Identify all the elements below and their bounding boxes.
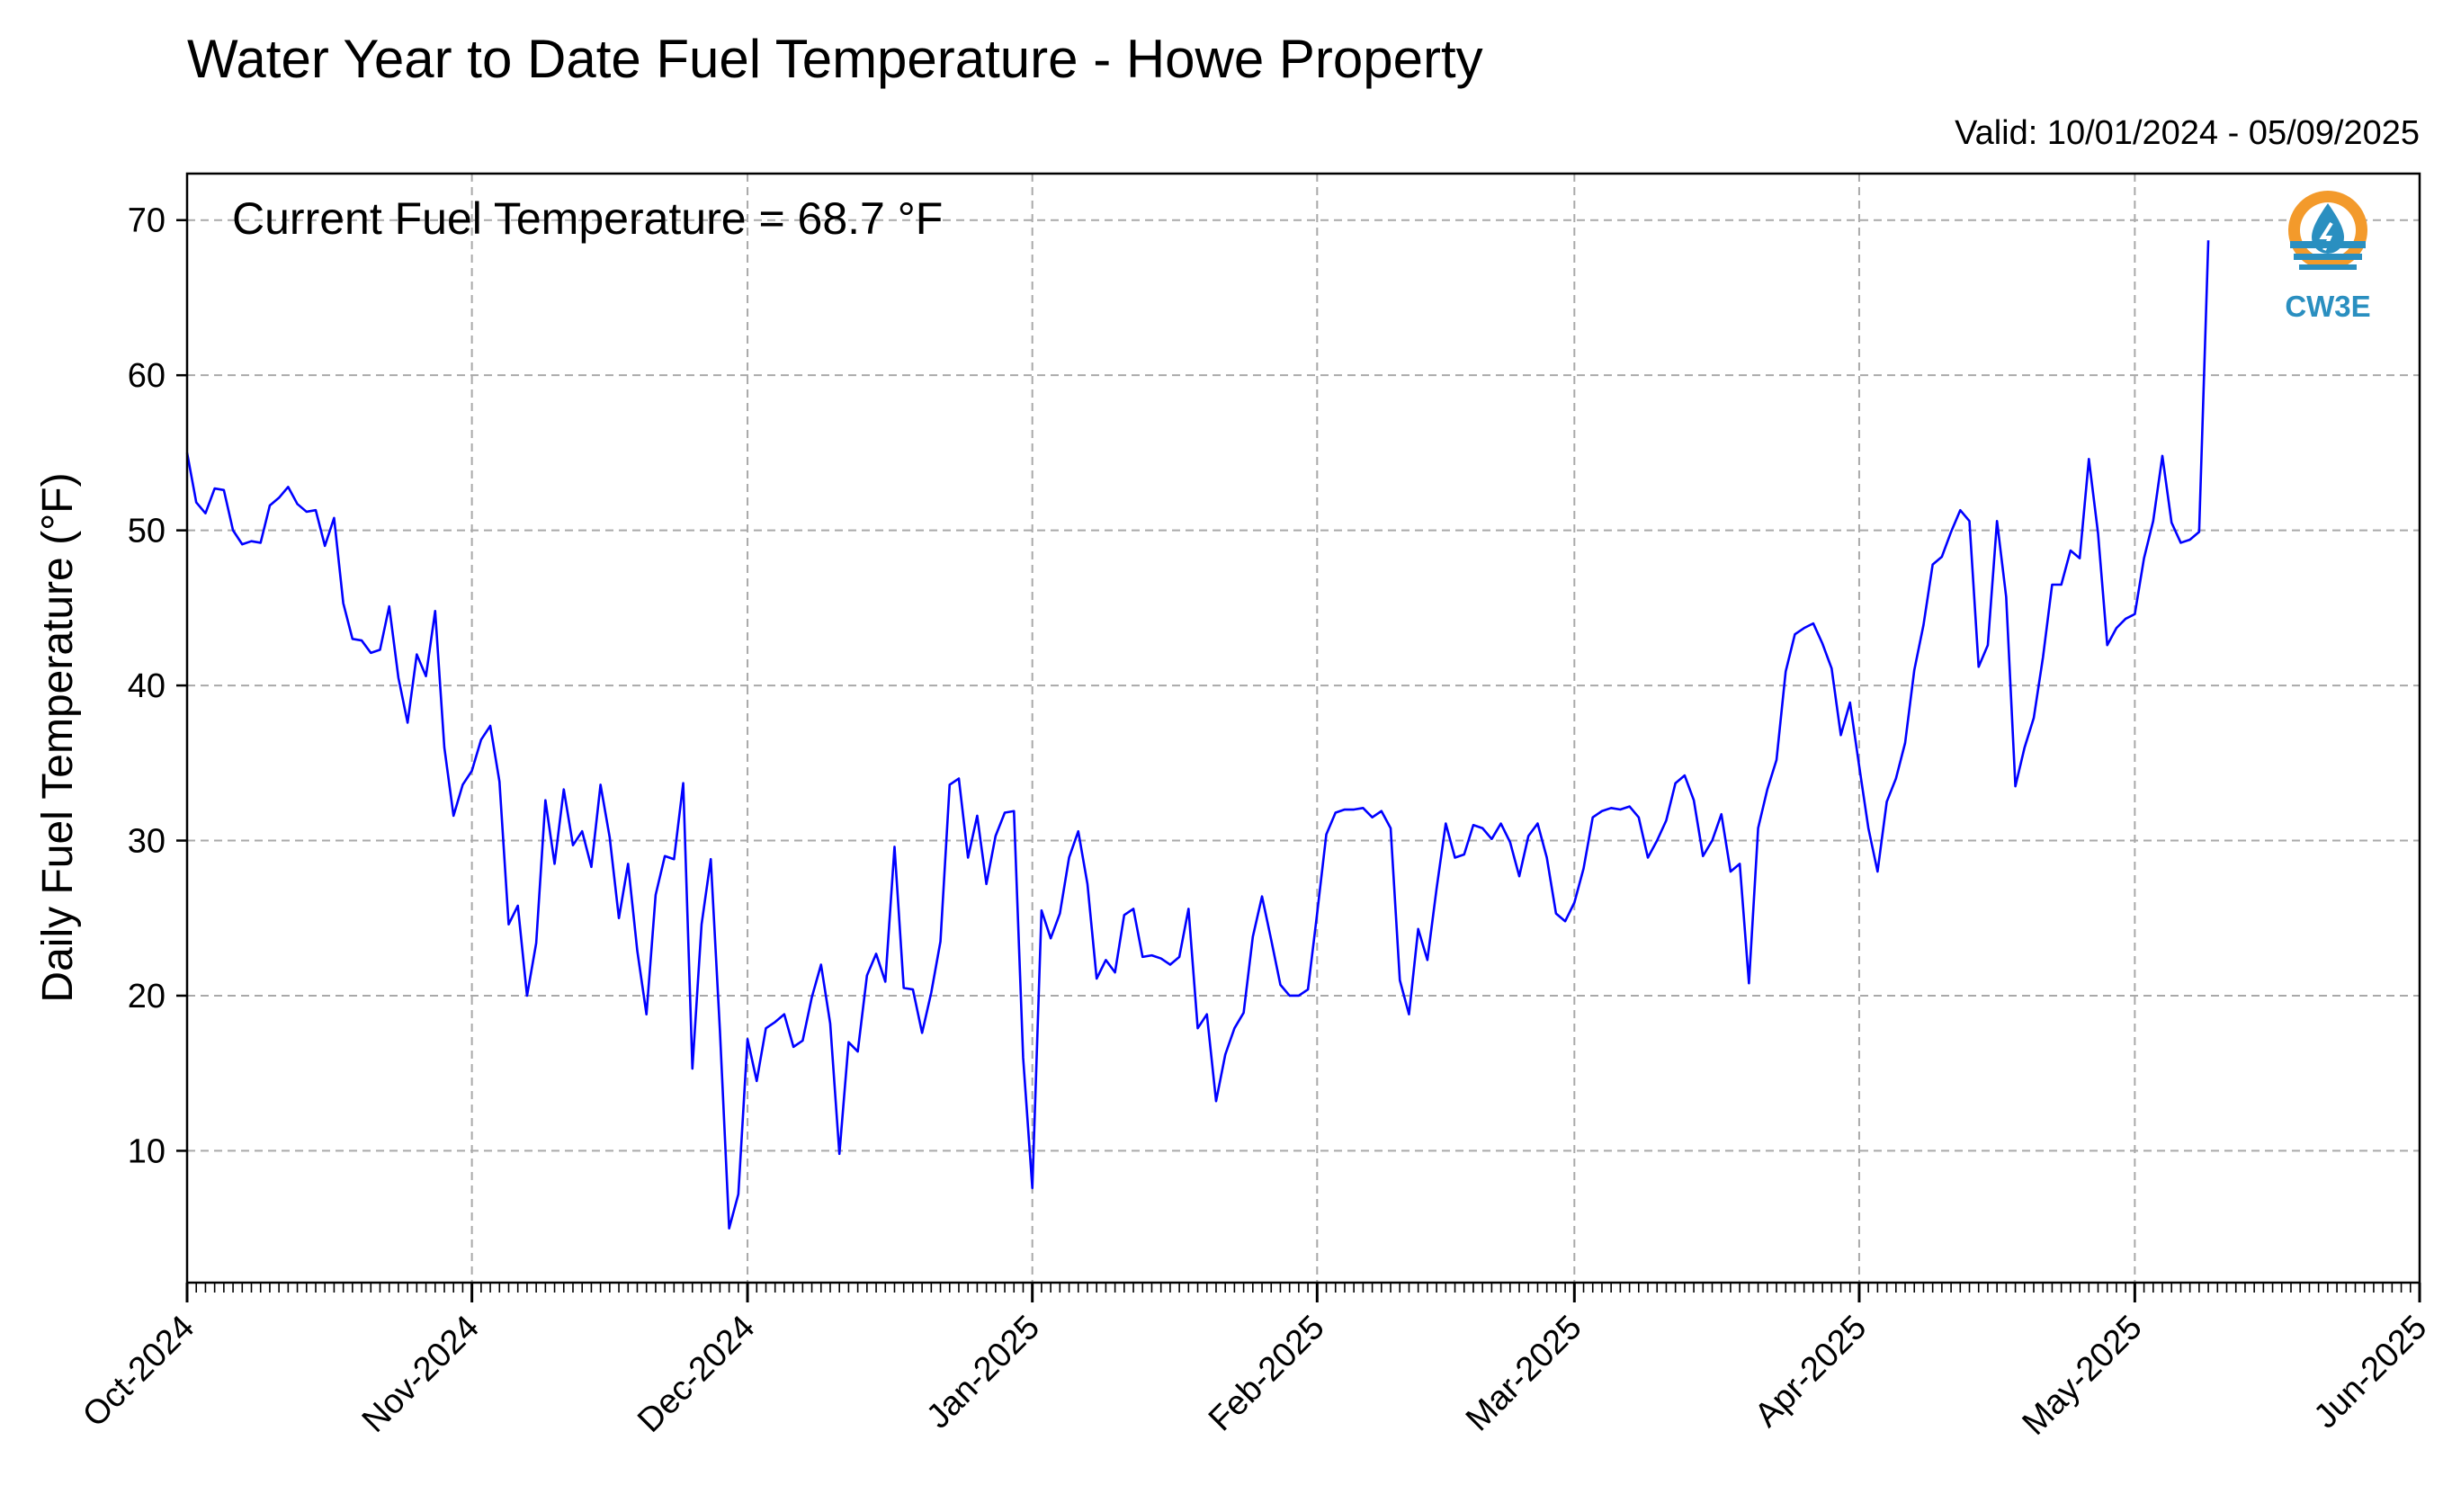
grid <box>187 174 2420 1283</box>
y-tick-label: 30 <box>128 823 166 861</box>
logo-wave-3 <box>2299 264 2357 270</box>
x-tick-label: Apr-2025 <box>1748 1309 1874 1435</box>
plot-frame <box>185 172 2421 1284</box>
x-tick-label: Feb-2025 <box>1202 1309 1332 1439</box>
logo-wave-1 <box>2290 241 2366 248</box>
y-tick-label: 40 <box>128 667 166 705</box>
cw3e-logo: CW3E <box>2285 191 2371 323</box>
logo-wave-2 <box>2294 254 2362 260</box>
x-tick-label: Jun-2025 <box>2307 1309 2435 1436</box>
y-tick-label: 10 <box>128 1132 166 1170</box>
x-tick-label: Oct-2024 <box>76 1309 201 1435</box>
chart-subtitle: Valid: 10/01/2024 - 05/09/2025 <box>1955 114 2420 152</box>
x-tick-label: Mar-2025 <box>1459 1309 1589 1439</box>
y-tick-label: 50 <box>128 513 166 550</box>
y-tick-label: 70 <box>128 202 166 240</box>
x-tick-label: Nov-2024 <box>355 1309 487 1440</box>
axes <box>176 219 2421 1302</box>
y-tick-label: 60 <box>128 357 166 395</box>
data-layer <box>185 240 2210 1230</box>
x-tick-label: Jan-2025 <box>919 1309 1047 1436</box>
logo-text: CW3E <box>2285 290 2370 323</box>
y-axis-label: Daily Fuel Temperature (°F) <box>34 472 82 1002</box>
y-tick-label: 20 <box>128 978 166 1015</box>
fuel-temperature-series-line <box>185 240 2210 1230</box>
tick-labels: 10 20 30 40 50 60 70 Oct-2024 Nov-2024 Dec-2024 Ja… <box>76 202 2434 1443</box>
chart-title: Water Year to Date Fuel Temperature - Ho… <box>187 29 1483 89</box>
x-tick-label: Dec-2024 <box>631 1309 762 1440</box>
current-temperature-annotation: Current Fuel Temperature = 68.7 °F <box>232 193 943 244</box>
x-tick-label: May-2025 <box>2016 1309 2150 1443</box>
